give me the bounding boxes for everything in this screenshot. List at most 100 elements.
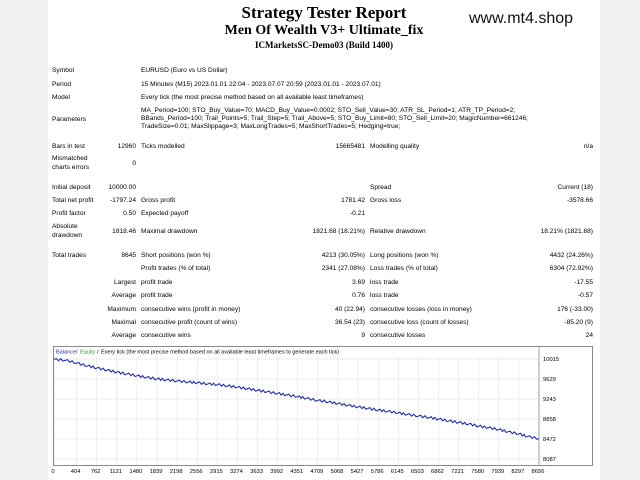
profit-factor-label: Profit factor: [52, 210, 86, 217]
y-tick-label: 10015: [543, 357, 559, 363]
parameters-line-3: TradeSize=0.01; MaxSlippage=3; MaxLongTr…: [141, 123, 401, 130]
parameters-label: Parameters: [52, 116, 87, 123]
x-axis: 0 404 762 1121 1480 1839 2198 2556 2915 3274 3633 3…: [51, 469, 544, 475]
x-tick-label: 6503: [411, 469, 424, 475]
profit-factor-value: 0.50: [123, 210, 136, 217]
initial-deposit-value: 10000.00: [108, 184, 136, 191]
legend-model: Every tick (the most precise method base…: [101, 350, 339, 356]
x-tick-label: 3633: [250, 469, 263, 475]
gross-profit-label: Gross profit: [141, 197, 176, 204]
symbol-value: EURUSD (Euro vs US Dollar): [141, 67, 228, 74]
average-consecutive-wins-label: consecutive wins: [141, 332, 191, 339]
x-tick-label: 6145: [391, 469, 404, 475]
x-tick-label: 3274: [230, 469, 244, 475]
x-tick-label: 5786: [371, 469, 384, 475]
ea-name: Men Of Wealth V3+ Ultimate_fix: [224, 23, 424, 38]
ticks-value: 15665481: [335, 143, 365, 150]
legend-balance: Balance: [56, 350, 76, 356]
x-tick-label: 404: [71, 469, 81, 475]
quality-value: n/a: [583, 143, 593, 150]
initial-deposit-label: Initial deposit: [52, 184, 91, 191]
parameters-line-2: BBands_Period=100; Trail_Points=5; Trail…: [141, 115, 529, 122]
gross-loss-value: -3578.66: [566, 197, 593, 204]
bars-value: 12960: [117, 143, 136, 150]
bars-label: Bars in test: [52, 143, 85, 150]
balance-chart-svg: Balance / Equity / Every tick (the most prec…: [54, 347, 559, 465]
y-tick-label: 8087: [543, 457, 556, 463]
max-consecutive-losses-label: consecutive losses (loss in money): [370, 306, 472, 313]
mismatch-label-2: charts errors: [52, 164, 90, 171]
y-tick-label: 9629: [543, 377, 556, 383]
ticks-label: Ticks modelled: [141, 143, 185, 150]
symbol-label: Symbol: [52, 67, 74, 74]
largest-profit-value: 3.69: [352, 279, 365, 286]
maximal-profit-label: consecutive profit (count of wins): [141, 319, 238, 326]
largest-loss-value: -17.55: [574, 279, 593, 286]
x-tick-label: 1839: [150, 469, 163, 475]
x-tick-label: 7580: [471, 469, 484, 475]
report-title: Strategy Tester Report: [241, 3, 407, 22]
expected-payoff-label: Expected payoff: [141, 210, 189, 217]
gross-loss-label: Gross loss: [370, 197, 402, 204]
x-tick-label: 3992: [270, 469, 283, 475]
maximal-loss-label: consecutive loss (count of losses): [370, 319, 469, 326]
x-tick-label: 762: [91, 469, 101, 475]
x-tick-label: 0: [51, 469, 54, 475]
y-tick-label: 8858: [543, 417, 556, 423]
y-tick-label: 9243: [543, 397, 556, 403]
x-tick-label: 2556: [190, 469, 203, 475]
short-positions-label: Short positions (won %): [141, 252, 211, 259]
profit-trades-value: 2341 (27.08%): [321, 265, 365, 272]
max-consecutive-losses-value: 176 (-33.00): [557, 306, 593, 313]
average-profit-label: profit trade: [141, 292, 173, 299]
absolute-drawdown-value: 1818.46: [112, 228, 136, 235]
x-tick-label: 5068: [331, 469, 344, 475]
largest-loss-label: loss trade: [370, 279, 399, 286]
total-trades-label: Total trades: [52, 252, 87, 259]
average-loss-label: loss trade: [370, 292, 399, 299]
model-label: Model: [52, 94, 70, 101]
short-positions-value: 4213 (30.05%): [321, 252, 365, 259]
spread-value: Current (18): [557, 184, 593, 191]
y-tick-label: 8472: [543, 437, 556, 443]
largest-profit-label: profit trade: [141, 279, 173, 286]
long-positions-value: 4432 (24.26%): [549, 252, 593, 259]
profit-trades-label: Profit trades (% of total): [141, 265, 211, 272]
total-trades-value: 8645: [121, 252, 136, 259]
quality-label: Modelling quality: [370, 143, 420, 150]
gross-profit-value: 1781.42: [341, 197, 365, 204]
balance-chart: Balance / Equity / Every tick (the most prec…: [53, 346, 593, 466]
x-tick-label: 6862: [431, 469, 444, 475]
average-profit-value: 0.76: [352, 292, 365, 299]
largest-label: Largest: [114, 279, 136, 286]
parameters-line-1: MA_Period=100; STO_Buy_Value=70; MACD_Bu…: [141, 107, 516, 114]
relative-drawdown-value: 18.21% (1821.68): [540, 228, 593, 235]
net-profit-label: Total net profit: [52, 197, 94, 204]
x-tick-label: 5427: [351, 469, 364, 475]
period-label: Period: [52, 81, 72, 88]
mismatch-label-1: Mismatched: [52, 155, 88, 162]
x-tick-label: 4709: [310, 469, 323, 475]
x-tick-label: 1121: [110, 469, 122, 475]
legend-equity: Equity: [80, 350, 96, 356]
maximal-drawdown-value: 1821.68 (18.21%): [312, 228, 365, 235]
x-tick-label: 2198: [170, 469, 183, 475]
maximal-loss-value: -85.20 (9): [564, 319, 593, 326]
average-consecutive-wins-value: 9: [361, 332, 365, 339]
legend-sep: /: [76, 350, 78, 356]
legend-sep: /: [97, 350, 99, 356]
x-tick-label: 7939: [491, 469, 504, 475]
maximal-label: Maximal: [111, 319, 136, 326]
absolute-drawdown-label-2: drawdown: [52, 232, 83, 239]
maximal-drawdown-label: Maximal drawdown: [141, 228, 198, 235]
net-profit-value: -1797.24: [109, 197, 136, 204]
mismatch-value: 0: [132, 160, 136, 167]
account-info: ICMarketsSC-Demo03 (Build 1400): [255, 40, 393, 50]
average-consecutive-losses-label: consecutive losses: [370, 332, 426, 339]
maximal-profit-value: 36.54 (23): [334, 319, 365, 326]
average-loss-value: -0.57: [577, 292, 593, 299]
expected-payoff-value: -0.21: [349, 210, 365, 217]
site-watermark: www.mt4.shop: [469, 10, 574, 27]
average-label: Average: [111, 292, 136, 299]
max-consecutive-wins-value: 40 (22.94): [334, 306, 365, 313]
